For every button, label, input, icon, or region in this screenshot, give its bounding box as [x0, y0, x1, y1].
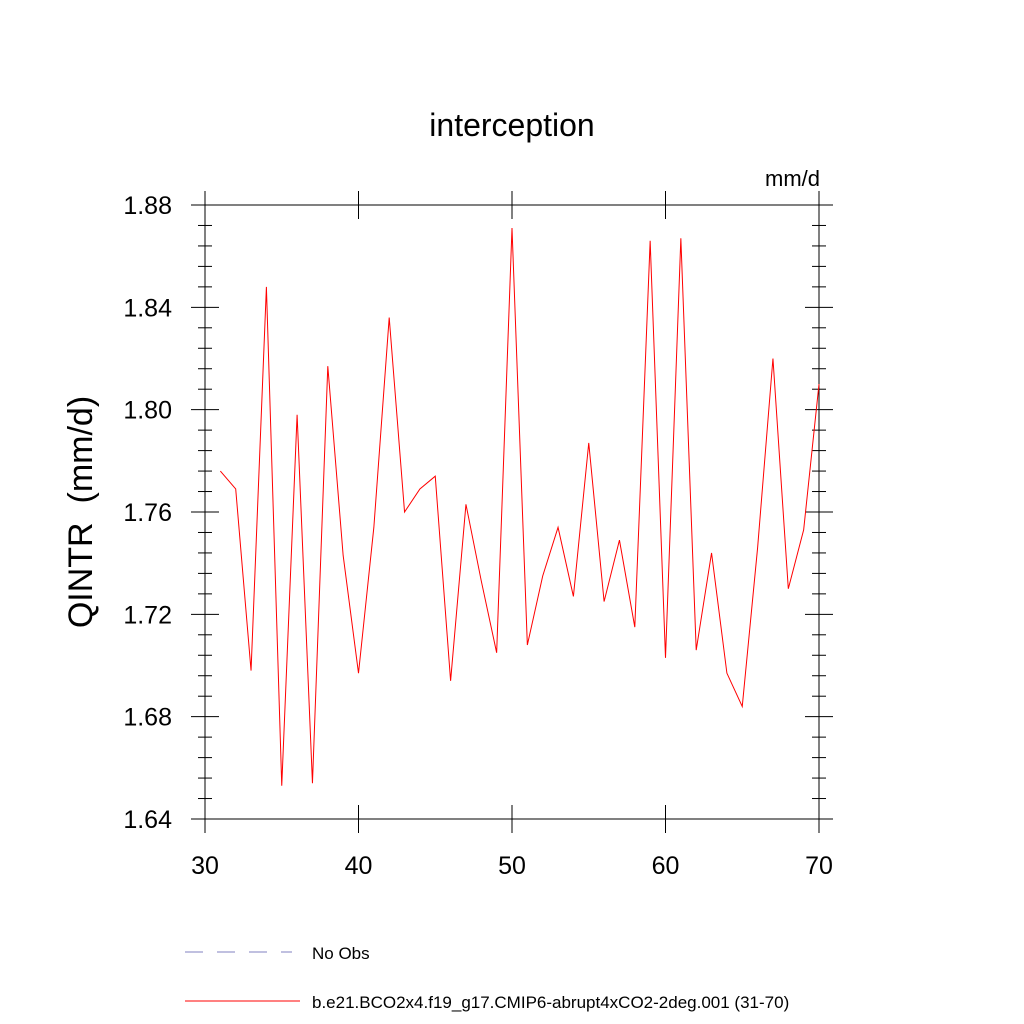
y-tick-label: 1.76 — [123, 499, 172, 527]
y-tick-label: 1.68 — [123, 704, 172, 732]
x-tick-label: 50 — [498, 852, 526, 880]
legend: No Obs b.e21.BCO2x4.f19_g17.CMIP6-abrupt… — [185, 944, 789, 1012]
units-label: mm/d — [765, 166, 820, 191]
x-tick-label: 30 — [191, 852, 219, 880]
y-tick-label: 1.64 — [123, 806, 172, 834]
series-line-1 — [219, 228, 820, 786]
y-tick-labels: 1.64 1.68 1.72 1.76 1.80 1.84 1.88 — [123, 192, 172, 834]
y-tick-label: 1.80 — [123, 397, 172, 425]
x-tick-label: 40 — [345, 852, 373, 880]
x-tick-label: 60 — [652, 852, 680, 880]
y-tick-label: 1.88 — [123, 192, 172, 220]
axis-ticks — [191, 191, 833, 833]
y-tick-label: 1.72 — [123, 601, 172, 629]
series-layer — [219, 228, 820, 786]
plot-frame — [204, 204, 820, 820]
chart-title: interception — [429, 107, 594, 143]
x-tick-label: 70 — [805, 852, 833, 880]
x-tick-labels: 30 40 50 60 70 — [191, 852, 833, 880]
legend-label-model: b.e21.BCO2x4.f19_g17.CMIP6-abrupt4xCO2-2… — [312, 993, 789, 1012]
y-tick-label: 1.84 — [123, 294, 172, 322]
y-axis-label: QINTR (mm/d) — [62, 396, 100, 628]
legend-label-no-obs: No Obs — [312, 944, 370, 963]
